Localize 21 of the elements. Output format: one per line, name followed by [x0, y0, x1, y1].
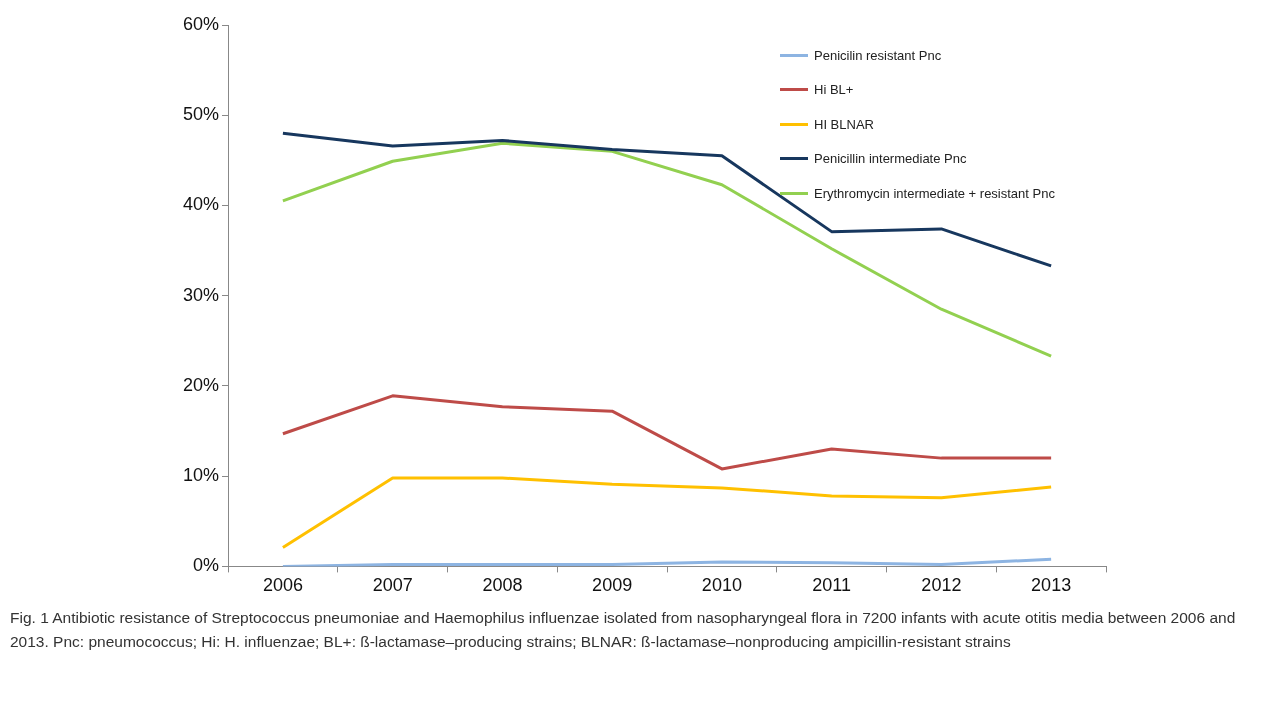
x-tick-label: 2011: [812, 575, 851, 596]
caption: Fig. 1 Antibiotic resistance of Streptococcus pneumoniae and Haemophilus influenzae isolated from nasopharyngeal flora in 7200 infants with acute otitis media between 2006 and 2013. Pnc: pneumococcus; Hi: H. influenzae; BL+: ß-lactamase–producing strains; BLNAR: ß-lactamase–nonproducing ampicillin-resistant strains: [10, 608, 1237, 652]
y-tick-label: 60%: [183, 13, 220, 34]
x-tick-label: 2010: [701, 575, 742, 596]
x-tick-label: 2009: [592, 575, 633, 596]
y-tick-label: 20%: [183, 374, 220, 395]
x-tick-label: 2012: [921, 575, 962, 596]
y-tick-label: 0%: [193, 555, 220, 576]
x-tick-label: 2007: [372, 575, 413, 596]
y-tick-label: 10%: [183, 465, 220, 486]
legend-label: HI BLNAR: [814, 116, 874, 132]
x-tick-label: 2013: [1031, 575, 1072, 596]
x-tick-label: 2006: [262, 575, 303, 596]
legend-label: Hi BL+: [814, 82, 854, 98]
legend-label: Erythromycin intermediate + resistant Pnc: [814, 185, 1055, 201]
y-tick-label: 30%: [183, 284, 220, 305]
x-tick-label: 2008: [482, 575, 523, 596]
y-tick-label: 50%: [183, 104, 220, 125]
legend-label: Penicilin resistant Pnc: [814, 47, 942, 63]
y-tick-label: 40%: [183, 194, 220, 215]
legend-label: Penicillin intermediate Pnc: [814, 151, 967, 167]
